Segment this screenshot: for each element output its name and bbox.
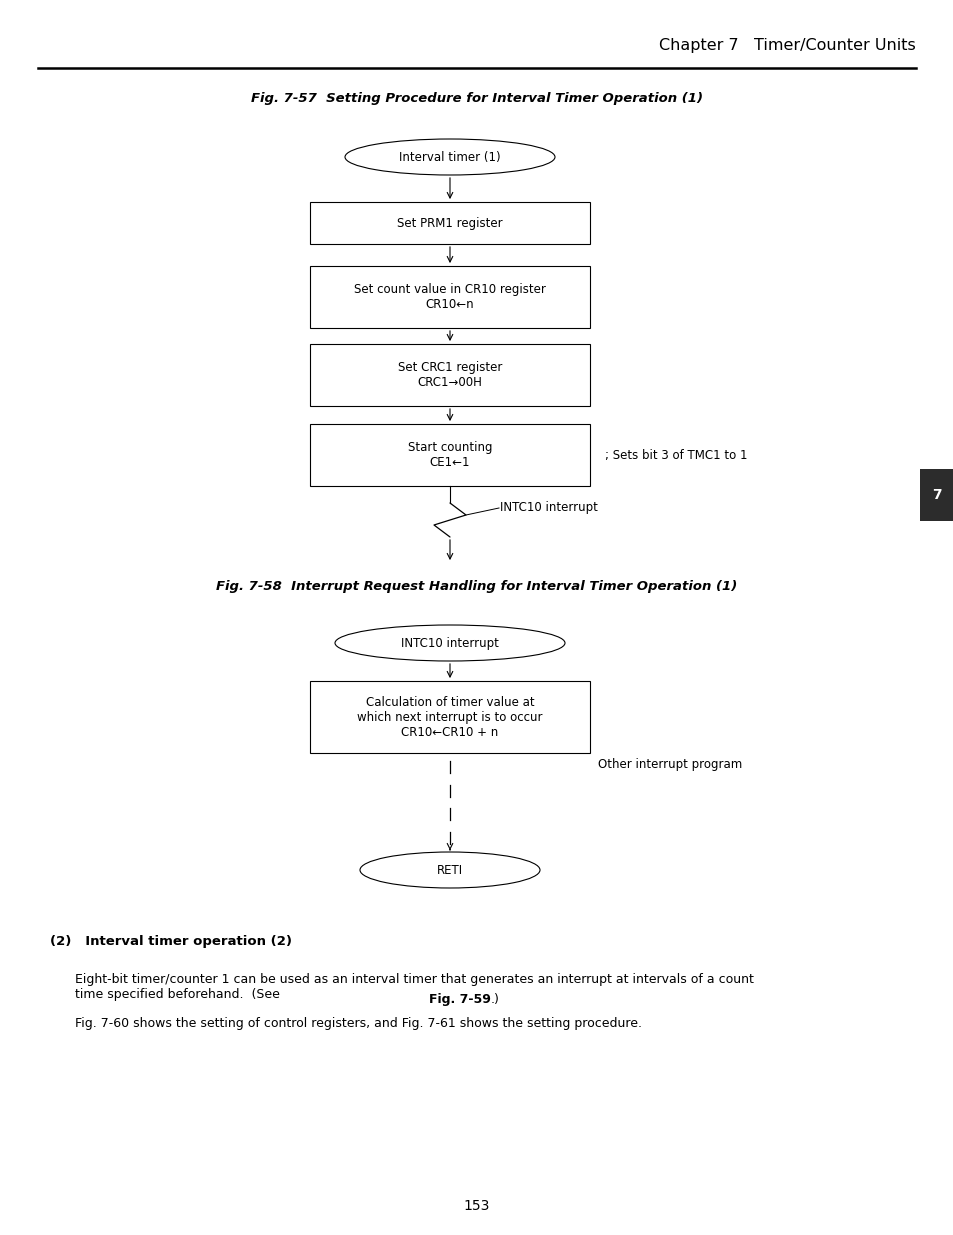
Text: Fig. 7-59: Fig. 7-59: [429, 993, 491, 1005]
Ellipse shape: [335, 625, 564, 661]
Ellipse shape: [345, 140, 555, 175]
Text: Set CRC1 register
CRC1→00H: Set CRC1 register CRC1→00H: [397, 361, 501, 389]
Text: Fig. 7-57  Setting Procedure for Interval Timer Operation (1): Fig. 7-57 Setting Procedure for Interval…: [251, 91, 702, 105]
Text: Interval timer (1): Interval timer (1): [398, 151, 500, 163]
FancyBboxPatch shape: [310, 266, 589, 329]
FancyBboxPatch shape: [919, 469, 953, 521]
Text: RETI: RETI: [436, 863, 462, 877]
Text: INTC10 interrupt: INTC10 interrupt: [499, 501, 598, 515]
Text: Eight-bit timer/counter 1 can be used as an interval timer that generates an int: Eight-bit timer/counter 1 can be used as…: [75, 973, 753, 1002]
Text: 7: 7: [931, 488, 941, 501]
Text: Other interrupt program: Other interrupt program: [598, 758, 741, 771]
Text: Chapter 7   Timer/Counter Units: Chapter 7 Timer/Counter Units: [659, 38, 915, 53]
Text: Fig. 7-60 shows the setting of control registers, and Fig. 7-61 shows the settin: Fig. 7-60 shows the setting of control r…: [75, 1016, 641, 1030]
Text: Fig. 7-58  Interrupt Request Handling for Interval Timer Operation (1): Fig. 7-58 Interrupt Request Handling for…: [216, 580, 737, 593]
FancyBboxPatch shape: [310, 424, 589, 487]
Text: 153: 153: [463, 1199, 490, 1213]
FancyBboxPatch shape: [310, 203, 589, 245]
Text: ; Sets bit 3 of TMC1 to 1: ; Sets bit 3 of TMC1 to 1: [604, 448, 747, 462]
Text: Start counting
CE1←1: Start counting CE1←1: [407, 441, 492, 469]
Text: Set count value in CR10 register
CR10←n: Set count value in CR10 register CR10←n: [354, 283, 545, 311]
Text: INTC10 interrupt: INTC10 interrupt: [400, 636, 498, 650]
Text: Set PRM1 register: Set PRM1 register: [396, 216, 502, 230]
Text: .): .): [491, 993, 499, 1005]
Ellipse shape: [359, 852, 539, 888]
FancyBboxPatch shape: [310, 345, 589, 406]
Text: Calculation of timer value at
which next interrupt is to occur
CR10←CR10 + n: Calculation of timer value at which next…: [356, 695, 542, 739]
FancyBboxPatch shape: [310, 680, 589, 753]
Text: (2)   Interval timer operation (2): (2) Interval timer operation (2): [50, 935, 292, 948]
